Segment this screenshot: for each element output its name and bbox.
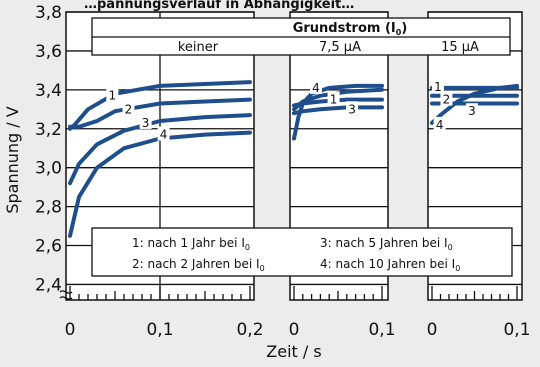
legend-entry-2: 3: nach 5 Jahren bei I0 [320,236,453,252]
legend-frame [91,227,513,277]
curve-label-4: 4 [312,81,320,95]
x-tick-label: 0,1 [368,320,395,340]
x-tick-label: 0 [427,320,438,340]
chart-title-partial: …pannungsverlauf in Abhängigkeit… [84,0,354,12]
curve-label-bg [327,91,340,106]
axis-break-mark [59,290,73,300]
header-layer: Grundstrom (I0) keiner 7,5 µA 15 µA [91,17,511,56]
series-line-3 [68,113,252,186]
curve-label-bg [440,91,453,106]
y-tick-label: 3,8 [35,3,62,23]
curve-label-bg [431,78,444,93]
curve-label-1: 1 [108,89,116,103]
curve-label-2: 2 [443,93,451,107]
series-line-2 [292,97,384,108]
curve-label-bg [122,101,135,116]
y-axis-title: Spannung / V [3,106,22,213]
curve-label-1: 1 [330,93,338,107]
x-axis-title: Zeit / s [266,342,321,361]
header-box: Grundstrom (I0) keiner 7,5 µA 15 µA [91,17,511,56]
header-title: Grundstrom (I0) [293,21,408,37]
legend-entry-1: 1: nach 1 Jahr bei I0 [132,236,250,252]
legend-layer: 1: nach 1 Jahr bei I0 3: nach 5 Jahren be… [91,227,513,277]
curve-label-2: 2 [125,102,133,116]
curve-label-bg [157,126,170,141]
header-condition-1: keiner [178,40,219,55]
curve-label-1: 1 [434,80,442,94]
legend-entry-3: 2: nach 2 Jahren bei I0 [132,257,265,273]
x-tick-label: 0 [65,320,76,340]
x-tick-label: 0 [289,320,300,340]
y-tick-label: 3,6 [35,42,62,62]
series-line-4 [68,130,252,238]
y-tick-label: 2,8 [35,198,62,218]
header-condition-3: 15 µA [441,40,479,55]
y-tick-label: 3,4 [35,81,62,101]
curve-label-bg [433,116,446,131]
axes-layer: 0 0,1 0,2 0 0,1 0 0,1 3,8 3,6 3,4 3,2 3,0 2,8 2,6 2,4 S… [3,0,531,361]
curve-label-bg [465,103,478,118]
curve-label-4: 4 [436,118,444,132]
curve-label-3: 3 [468,104,476,118]
x-tick-label: 0,1 [503,320,530,340]
y-tick-label: 2,4 [35,275,62,295]
y-tick-label: 3,0 [35,159,62,179]
curve-label-4: 4 [160,128,168,142]
curve-label-bg [139,114,152,129]
series-line-4 [430,83,519,125]
y-tick-label: 2,6 [35,237,62,257]
y-tick-label: 3,2 [35,120,62,140]
curve-label-3: 3 [142,116,150,130]
curve-label-bg [346,101,359,116]
legend-entry-4: 4: nach 10 Jahren bei I0 [320,257,460,273]
curve-label-3: 3 [348,102,356,116]
legend-box: 1: nach 1 Jahr bei I0 3: nach 5 Jahren be… [91,227,513,277]
x-tick-label: 0,2 [236,320,263,340]
x-tick-label: 0,1 [146,320,173,340]
curve-label-bg [310,79,322,94]
header-condition-2: 7,5 µA [319,40,361,55]
series-line-2 [68,97,252,129]
curve-label-bg [106,87,119,102]
